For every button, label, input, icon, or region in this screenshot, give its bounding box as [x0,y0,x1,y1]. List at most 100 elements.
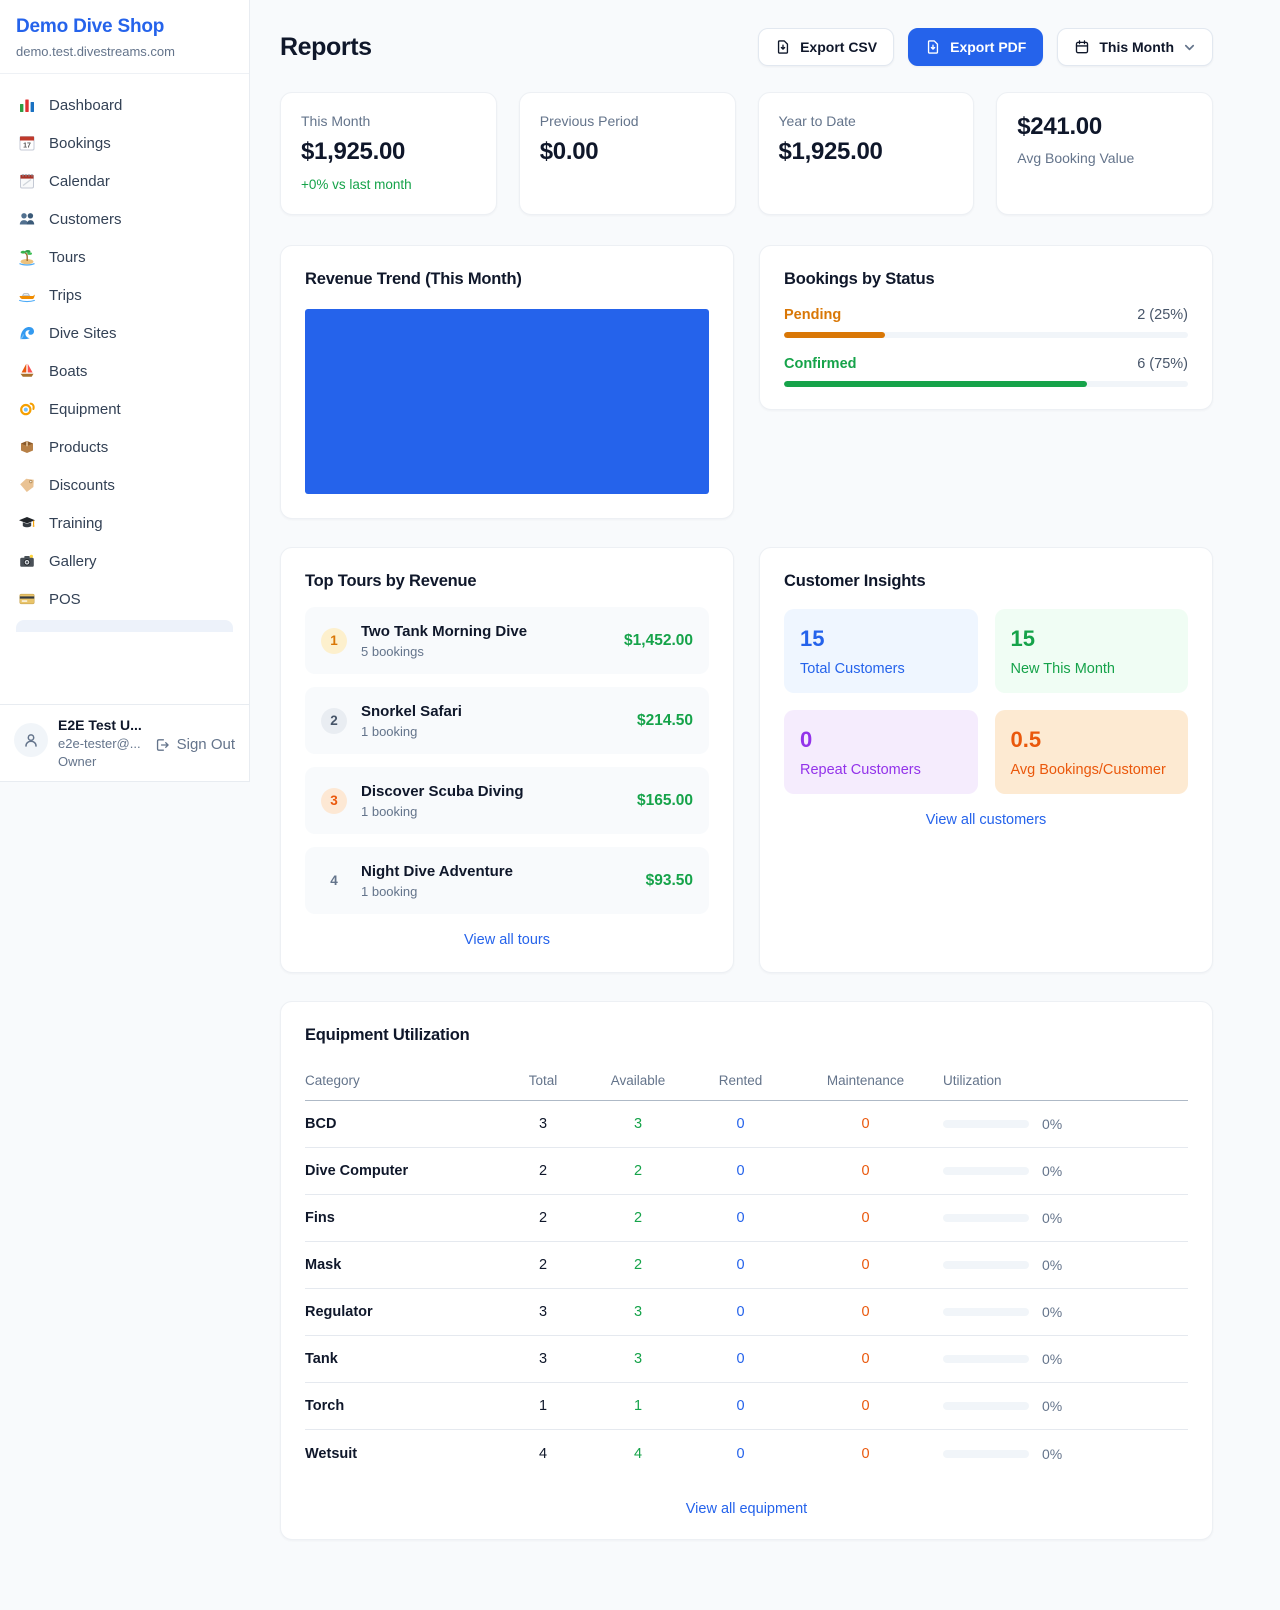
sidebar-item-pos[interactable]: POS [8,580,241,618]
sidebar-item-label: Dashboard [49,96,123,114]
island-icon [18,248,36,266]
cell-maintenance: 0 [861,1210,870,1226]
cell-rented: 0 [736,1445,745,1462]
cell-available: 2 [633,1257,643,1273]
tour-row: 4 Night Dive Adventure 1 booking $93.50 [305,847,709,914]
spiral-calendar-icon [18,172,36,190]
tile-value: 0 [800,727,813,752]
sign-out-button[interactable]: Sign Out [154,736,235,753]
sailboat-icon [18,362,36,380]
cell-rented: 0 [736,1163,745,1179]
sidebar-header: Demo Dive Shop demo.test.divestreams.com [0,0,249,74]
rank-badge: 1 [321,627,347,654]
tour-name: Discover Scuba Diving [361,782,524,800]
cell-total: 2 [538,1257,548,1273]
stat-label: Year to Date [778,113,856,129]
cell-utilization: 0% [943,1304,1188,1320]
table-row: Wetsuit 4 4 0 0 0% [305,1430,1188,1477]
svg-text:17: 17 [23,143,31,150]
period-dropdown[interactable]: This Month [1057,28,1213,66]
cell-total: 4 [538,1445,548,1462]
charts-row: Revenue Trend (This Month) Bookings by S… [280,245,1213,519]
stat-value: $0.00 [539,138,599,165]
cell-utilization: 0% [943,1163,1188,1179]
graduation-cap-icon [18,514,36,532]
tile-repeat-customers: 0 Repeat Customers [784,710,978,794]
sidebar-item-label: Discounts [49,476,115,494]
tour-revenue: $1,452.00 [624,631,693,649]
view-all-customers-link[interactable]: View all customers [925,812,1047,828]
equipment-table: Category Total Available Rented Maintena… [305,1061,1188,1477]
sidebar: Demo Dive Shop demo.test.divestreams.com… [0,0,250,782]
sidebar-item-trips[interactable]: Trips [8,276,241,314]
cell-available: 4 [633,1445,643,1462]
utilization-percent: 0% [1042,1116,1063,1132]
tour-bookings: 1 booking [361,883,418,899]
export-csv-button[interactable]: Export CSV [758,28,895,66]
tile-value: 15 [1010,626,1035,651]
sidebar-item-discounts[interactable]: Discounts [8,466,241,504]
sidebar-item-label: Gallery [49,552,97,570]
cell-maintenance: 0 [861,1351,870,1367]
status-row-pending: Pending 2 (25%) [784,307,1188,338]
tile-label: New This Month [1010,661,1116,677]
tour-bookings: 1 booking [361,803,418,819]
cell-category: Dive Computer [305,1163,409,1179]
user-section: E2E Test U... e2e-tester@... Owner Sign … [0,704,249,781]
cell-rented: 0 [736,1398,745,1414]
top-tours-title: Top Tours by Revenue [305,572,477,590]
page-title: Reports [280,32,372,61]
shop-domain: demo.test.divestreams.com [16,44,175,59]
cell-maintenance: 0 [861,1257,870,1273]
sidebar-item-dive-sites[interactable]: Dive Sites [8,314,241,352]
cell-available: 1 [633,1398,643,1414]
column-header-rented: Rented [718,1073,763,1088]
sidebar-item-calendar[interactable]: Calendar [8,162,241,200]
cell-rented: 0 [736,1257,745,1273]
cell-utilization: 0% [943,1351,1188,1367]
tour-row: 3 Discover Scuba Diving 1 booking $165.0… [305,767,709,834]
utilization-percent: 0% [1042,1445,1063,1462]
sidebar-item-gallery[interactable]: Gallery [8,542,241,580]
cell-maintenance: 0 [861,1445,870,1462]
status-label: Pending [784,307,842,323]
calendar-date-icon: 17 [18,134,36,152]
dive-mask-icon [18,400,36,418]
revenue-trend-title: Revenue Trend (This Month) [305,270,522,288]
tour-bookings: 5 bookings [361,643,424,659]
sidebar-item-bookings[interactable]: 17 Bookings [8,124,241,162]
export-pdf-button[interactable]: Export PDF [908,28,1044,66]
rank-badge: 2 [321,707,347,734]
cell-available: 3 [633,1116,643,1132]
stat-value: $1,925.00 [778,138,883,165]
column-header-maintenance: Maintenance [826,1073,905,1088]
sidebar-nav: Dashboard 17 Bookings Calendar Customers… [0,74,249,704]
sidebar-item-label: Equipment [49,400,121,418]
cell-rented: 0 [736,1116,745,1132]
tour-revenue: $165.00 [636,791,693,809]
sidebar-item-label: Boats [49,362,88,380]
view-all-tours-link[interactable]: View all tours [464,932,550,948]
tour-row: 2 Snorkel Safari 1 booking $214.50 [305,687,709,754]
sidebar-item-training[interactable]: Training [8,504,241,542]
cell-total: 3 [538,1304,548,1320]
wave-icon [18,324,36,342]
status-label: Confirmed [784,356,857,372]
sidebar-item-equipment[interactable]: Equipment [8,390,241,428]
sidebar-item-boats[interactable]: Boats [8,352,241,390]
equipment-utilization-title: Equipment Utilization [305,1026,470,1044]
sidebar-item-dashboard[interactable]: Dashboard [8,86,241,124]
sidebar-item-customers[interactable]: Customers [8,200,241,238]
cell-rented: 0 [736,1351,745,1367]
utilization-track [943,1449,1029,1458]
view-all-equipment-link[interactable]: View all equipment [685,1501,808,1517]
rank-badge: 4 [330,873,338,888]
sidebar-item-tours[interactable]: Tours [8,238,241,276]
user-role: Owner [58,754,97,769]
export-pdf-label: Export PDF [950,39,1027,55]
table-header-row: Category Total Available Rented Maintena… [305,1061,1188,1101]
sidebar-item-label: Training [49,514,103,532]
chevron-down-icon [1183,41,1196,54]
tile-new-this-month: 15 New This Month [994,609,1188,693]
sidebar-item-products[interactable]: Products [8,428,241,466]
